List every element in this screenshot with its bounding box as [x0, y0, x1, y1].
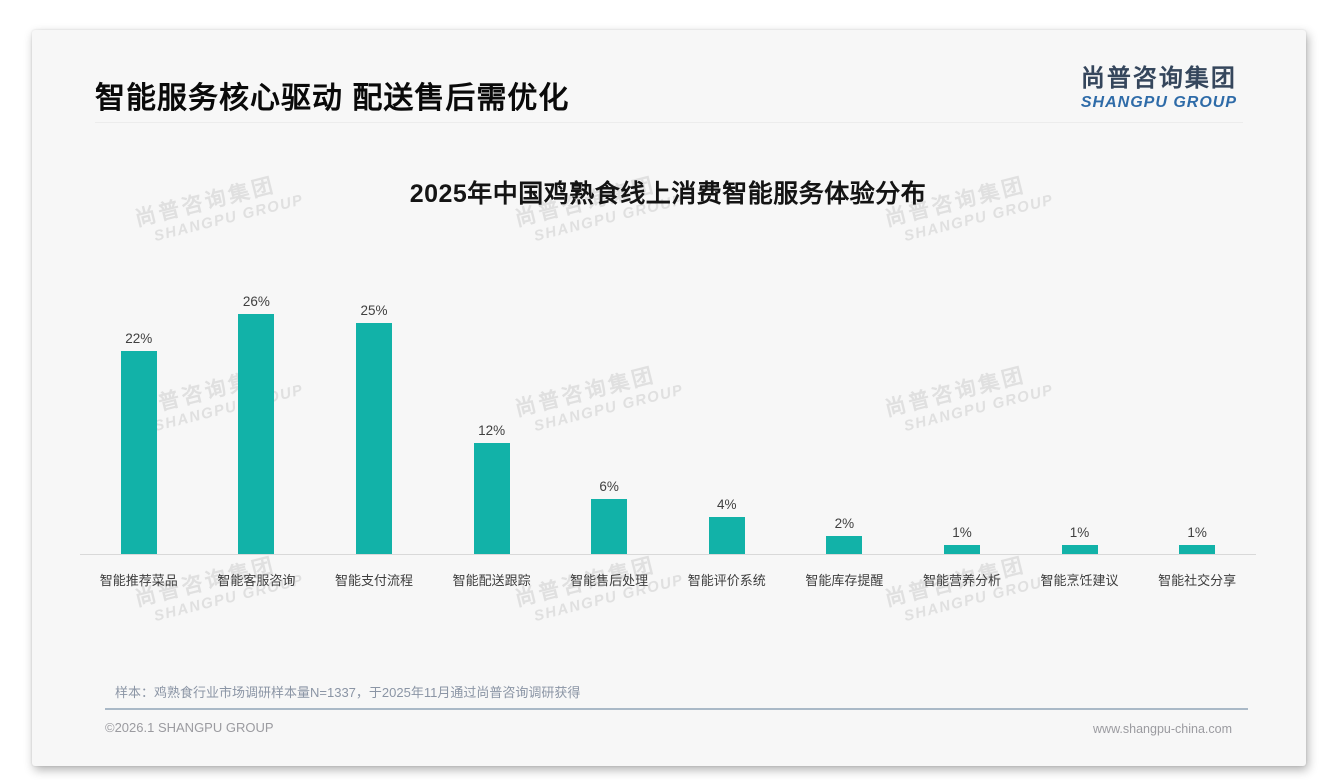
bar-column: 25%: [315, 303, 433, 554]
logo-chinese-text: 尚普咨询集团: [1080, 65, 1237, 92]
category-label: 智能售后处理: [570, 573, 649, 588]
bar: [943, 545, 980, 554]
category-label: 智能配送跟踪: [452, 573, 531, 588]
title-divider: [95, 122, 1243, 123]
category-label: 智能客服咨询: [217, 573, 296, 588]
bar-column: 6%: [550, 479, 668, 554]
bar-value-label: 26%: [242, 294, 270, 309]
bar-column: 26%: [198, 294, 316, 554]
footer-divider: [105, 708, 1248, 710]
category-label: 智能支付流程: [334, 573, 413, 588]
category-label: 智能社交分享: [1158, 573, 1237, 588]
bar: [591, 499, 628, 554]
category-label: 智能评价系统: [687, 573, 766, 588]
plot-columns: 22% 26% 25% 12% 6% 4% 2% 1% 1% 1%: [80, 260, 1256, 554]
category-label: 智能烹饪建议: [1040, 573, 1119, 588]
bar-value-label: 1%: [952, 525, 972, 540]
company-logo: 尚普咨询集团 SHANGPU GROUP: [1081, 58, 1237, 112]
bar-value-label: 12%: [478, 423, 506, 438]
bar-value-label: 2%: [834, 516, 855, 531]
bar-column: 1%: [1021, 525, 1139, 554]
chart-title: 2025年中国鸡熟食线上消费智能服务体验分布: [409, 180, 927, 208]
bar-column: 1%: [1138, 525, 1256, 554]
bar-value-label: 6%: [599, 479, 619, 494]
bar: [1061, 545, 1098, 554]
x-axis-line: [80, 554, 1256, 555]
category-label: 智能库存提醒: [805, 573, 884, 588]
bar-value-label: 4%: [717, 497, 737, 512]
bar: [1179, 545, 1216, 554]
bar: [826, 536, 863, 554]
copyright-text: ©2026.1 SHANGPU GROUP: [105, 720, 274, 735]
bar-column: 4%: [668, 497, 786, 554]
bar-value-label: 1%: [1069, 525, 1090, 540]
category-labels: 智能推荐菜品 智能客服咨询 智能支付流程 智能配送跟踪 智能售后处理 智能评价系统 智能库存…: [80, 570, 1256, 589]
bar: [120, 351, 157, 554]
bar: [708, 517, 745, 554]
bar-value-label: 1%: [1187, 525, 1207, 540]
category-label: 智能推荐菜品: [99, 573, 178, 588]
bar-column: 2%: [786, 516, 904, 554]
slide-content: 智能服务核心驱动 配送售后需优化 尚普咨询集团 SHANGPU GROUP 20…: [32, 30, 1306, 766]
sample-note: 样本：鸡熟食行业市场调研样本量N=1337，于2025年11月通过尚普咨询调研获…: [115, 685, 581, 700]
page-title: 智能服务核心驱动 配送售后需优化: [95, 82, 570, 115]
bar-value-label: 25%: [360, 303, 388, 318]
bar-value-label: 22%: [125, 331, 153, 346]
bar-column: 1%: [903, 525, 1021, 554]
bar: [355, 323, 392, 554]
slide-card: 尚普咨询集团 SHANGPU GROUP 尚普咨询集团 SHANGPU GROUP …: [32, 30, 1306, 766]
bar: [473, 443, 510, 554]
bar-column: 12%: [433, 423, 551, 554]
category-label: 智能营养分析: [922, 573, 1001, 588]
logo-english-text: SHANGPU GROUP: [1080, 94, 1237, 111]
website-text: www.shangpu-china.com: [1093, 722, 1232, 736]
bar-column: 22%: [80, 331, 198, 554]
bar: [238, 314, 275, 554]
